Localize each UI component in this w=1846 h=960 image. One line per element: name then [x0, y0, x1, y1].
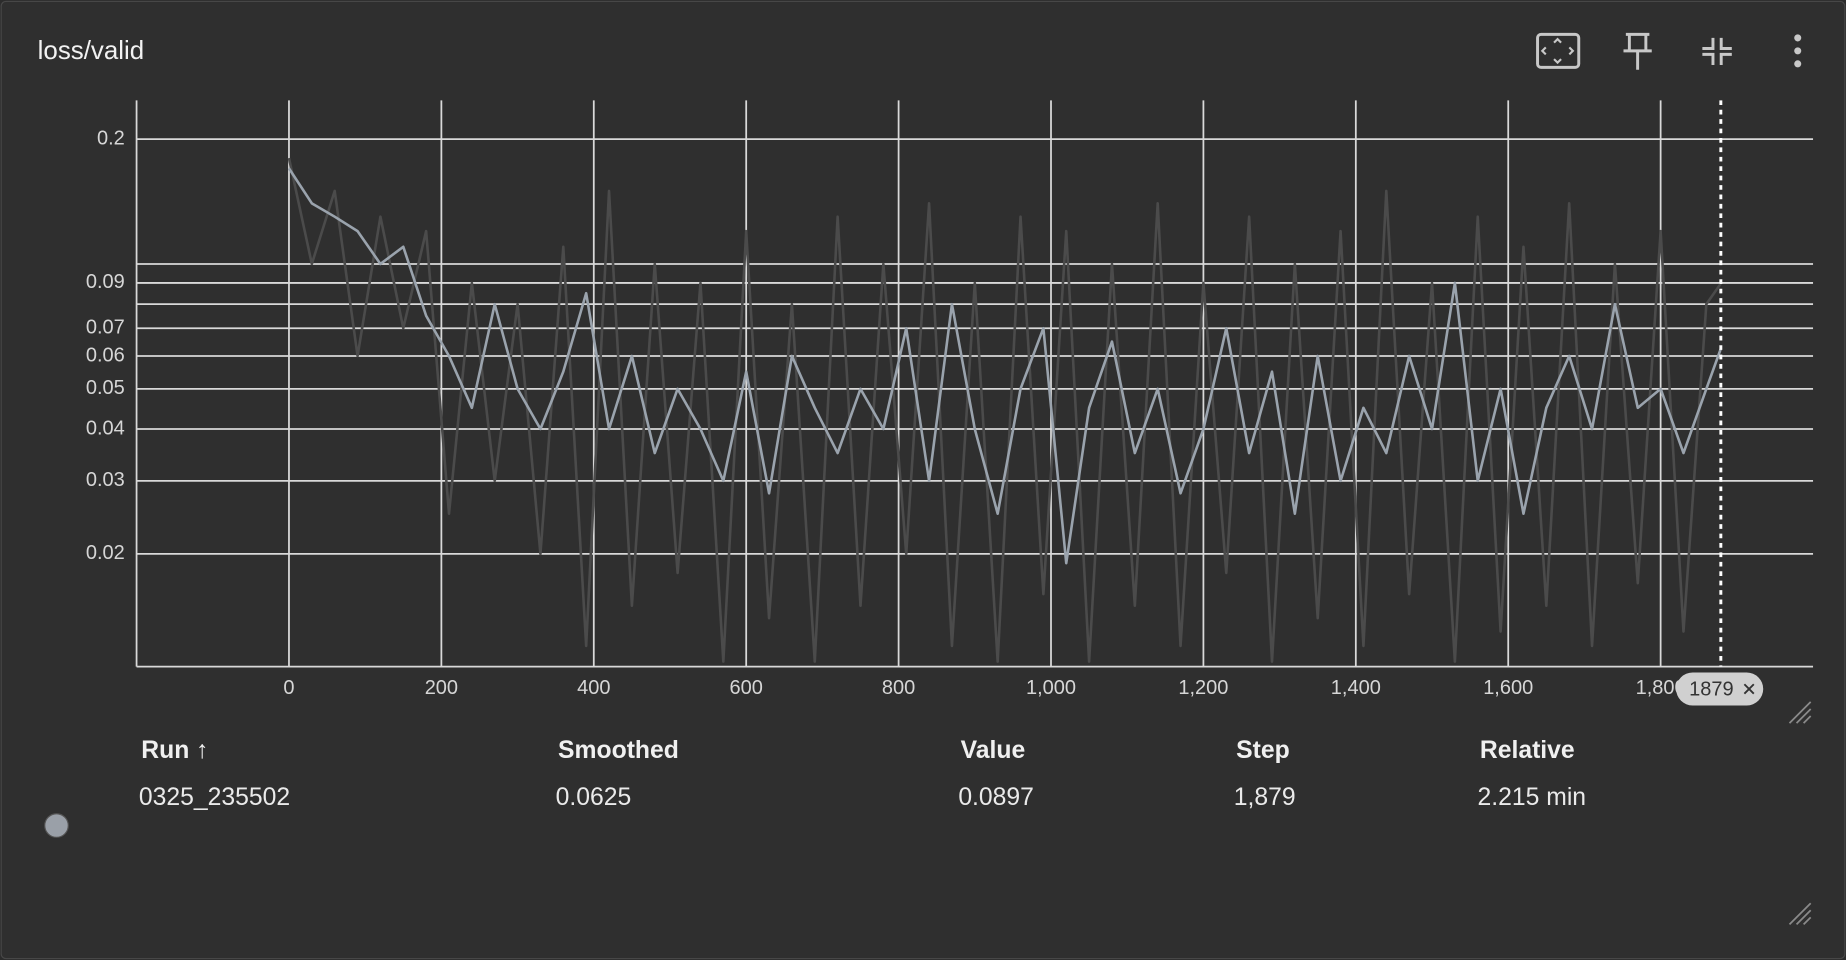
hover-step-label: 1879 — [1689, 678, 1734, 700]
table-header: Smoothed — [558, 737, 679, 764]
y-tick-label: 0.2 — [97, 127, 125, 149]
more-menu-button[interactable] — [1794, 34, 1802, 68]
hover-badge — [1676, 672, 1764, 706]
table-cell: 2.215 min — [1478, 784, 1587, 811]
table-header: Run ↑ — [141, 737, 208, 764]
x-tick-label: 1,200 — [1178, 677, 1228, 699]
x-tick-label: 400 — [577, 677, 610, 699]
x-tick-label: 1,800 — [1636, 677, 1686, 699]
plot-area: 0.02 0.03 0.04 0.05 0.06 0.07 0.09 0.2 0 200 400 60… — [86, 100, 1814, 706]
table-cell: 1,879 — [1234, 784, 1296, 811]
hover-close-button — [1743, 683, 1755, 695]
card-title: loss/valid — [38, 37, 144, 65]
collapse-button[interactable] — [1702, 37, 1732, 66]
table-cell: 0325_235502 — [139, 784, 290, 811]
resize-handle[interactable] — [1788, 902, 1812, 926]
table-header: Value — [961, 737, 1026, 764]
y-tick-label: 0.05 — [86, 377, 125, 399]
run-color-dot — [44, 813, 69, 838]
x-tick-label: 200 — [425, 677, 458, 699]
fit-domain-button[interactable] — [1536, 32, 1581, 69]
table-cell: 0.0625 — [556, 784, 632, 811]
x-tick-label: 1,000 — [1026, 677, 1076, 699]
table-header: Step — [1236, 737, 1290, 764]
x-tick-label: 1,400 — [1331, 677, 1381, 699]
x-tick-label: 600 — [730, 677, 763, 699]
pin-button[interactable] — [1623, 32, 1652, 70]
y-tick-label: 0.09 — [86, 271, 125, 293]
table-header: Relative — [1480, 737, 1575, 764]
table-cell: 0.0897 — [958, 784, 1034, 811]
series-line — [287, 167, 1723, 565]
y-tick-label: 0.07 — [86, 316, 125, 338]
y-tick-label: 0.04 — [86, 417, 125, 439]
x-tick-label: 0 — [283, 677, 294, 699]
resize-handle[interactable] — [1788, 701, 1812, 724]
x-tick-label: 800 — [882, 677, 915, 699]
y-tick-label: 0.02 — [86, 542, 125, 564]
x-tick-label: 1,600 — [1483, 677, 1533, 699]
series-line — [287, 157, 1722, 663]
y-tick-label: 0.06 — [86, 344, 125, 366]
y-tick-label: 0.03 — [86, 469, 125, 491]
